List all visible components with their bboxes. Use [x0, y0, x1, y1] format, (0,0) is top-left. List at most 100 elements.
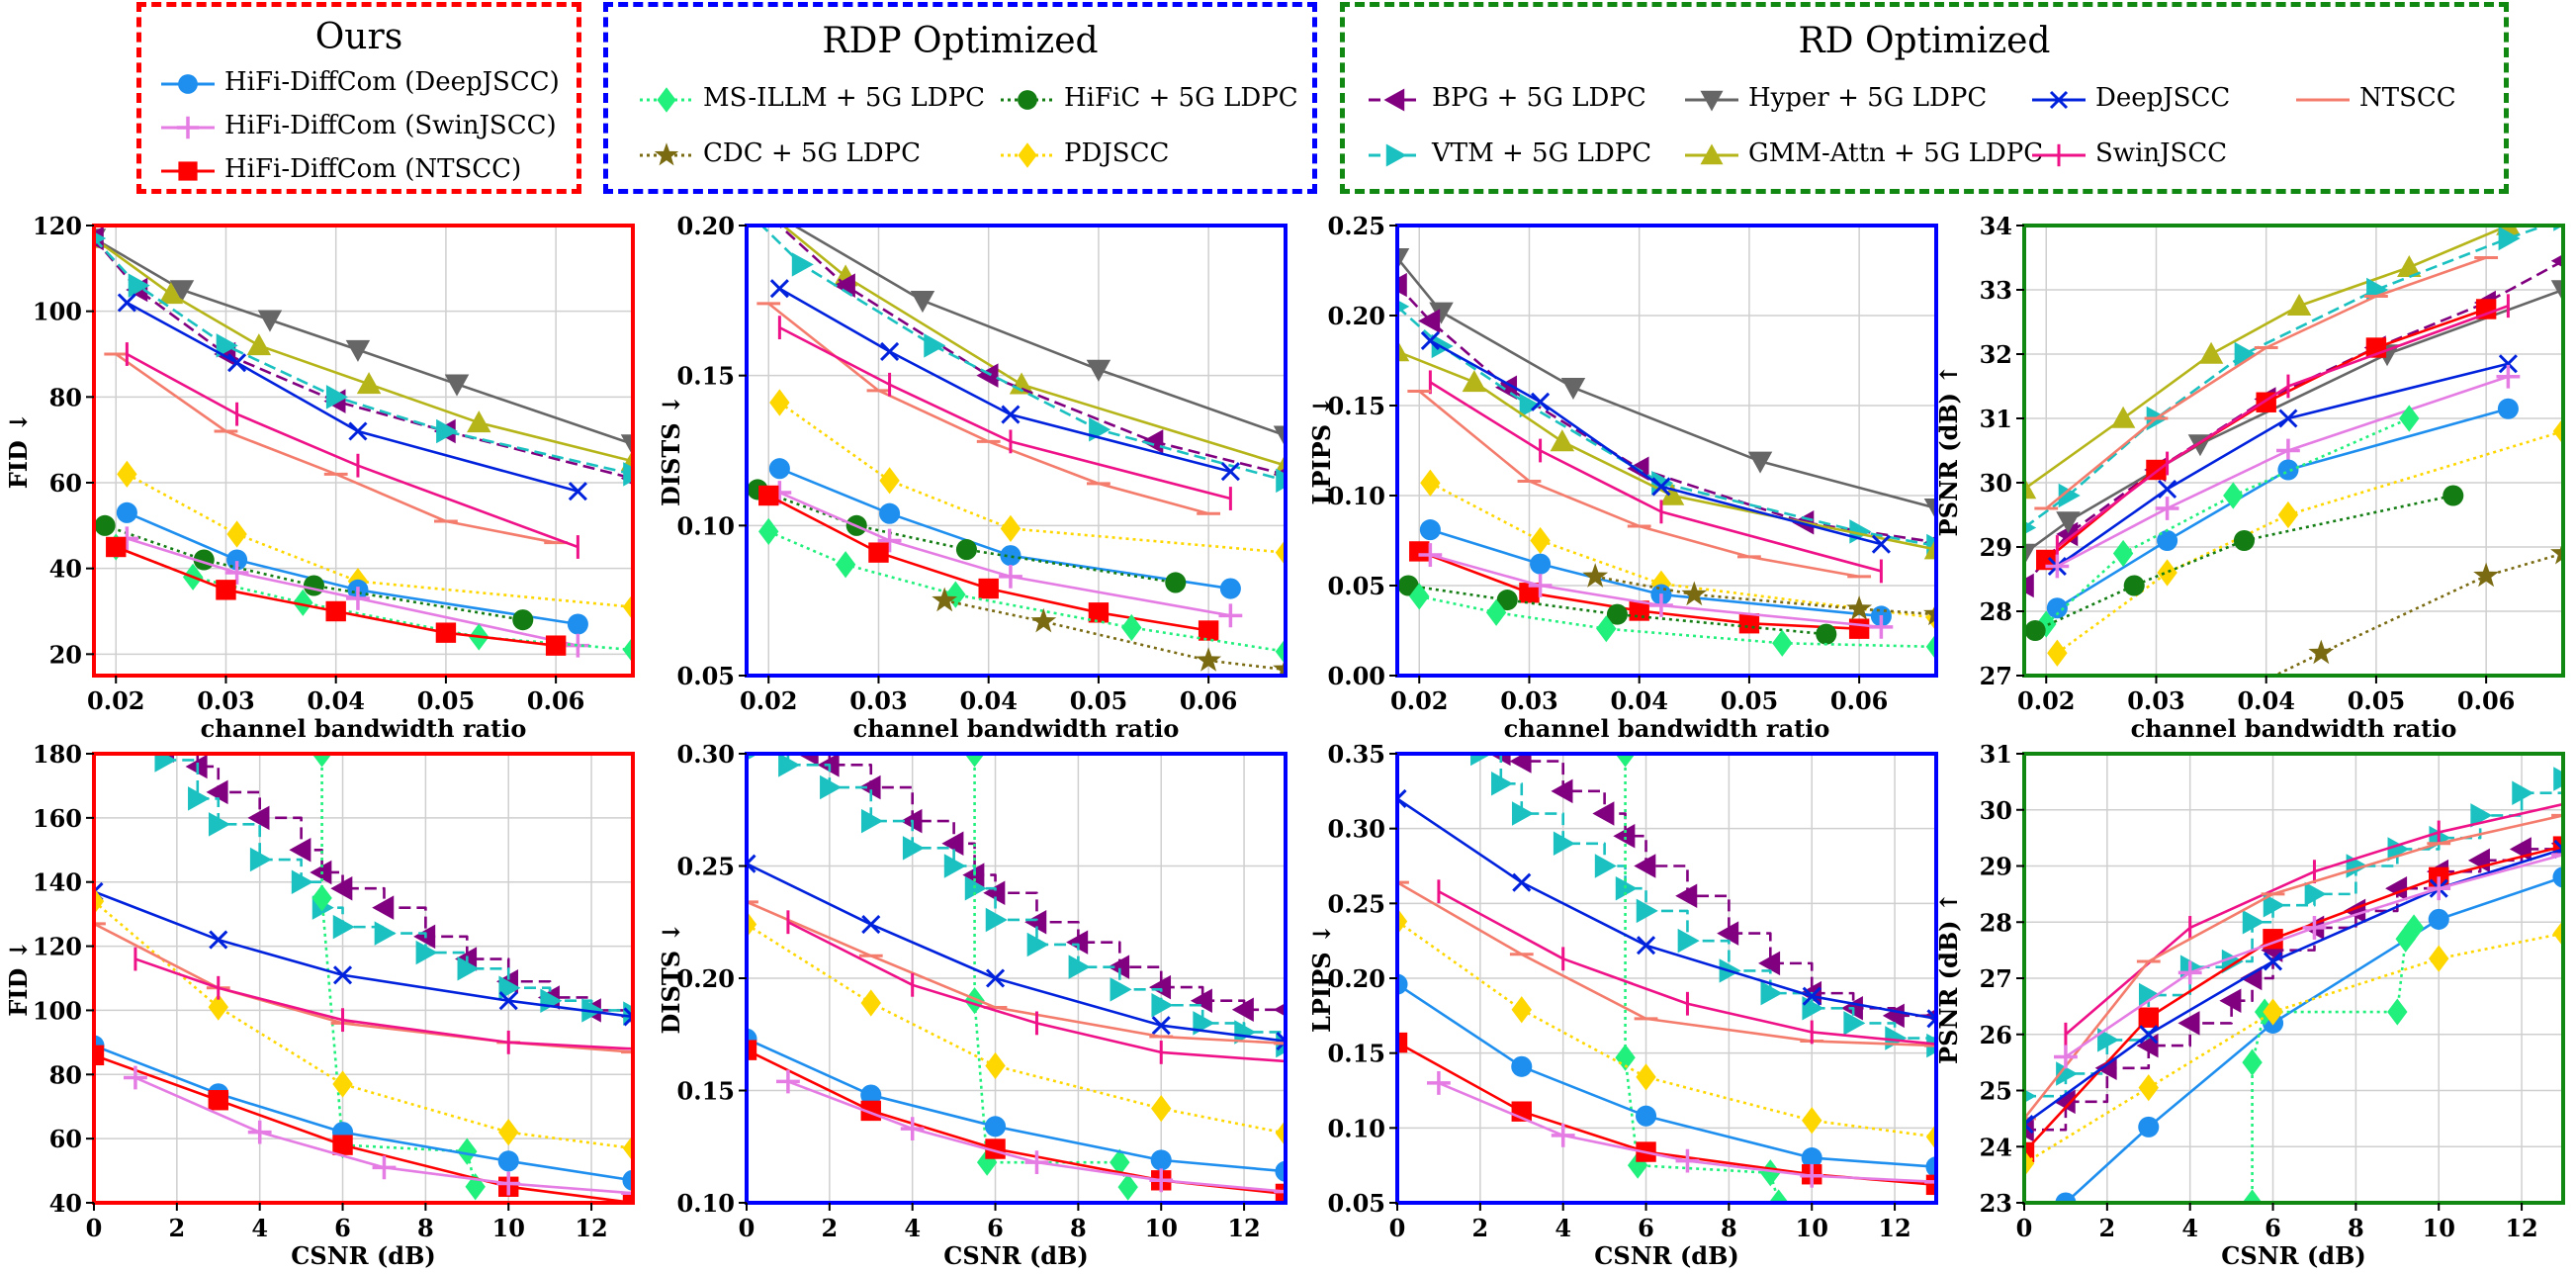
data-point-hifi-diffcom-deepjscc	[497, 1150, 519, 1172]
data-point-cdc-5g-ldpc	[1923, 600, 1936, 626]
legend-swatch	[640, 87, 693, 113]
data-point-hifi-diffcom-ntscc	[1738, 613, 1760, 634]
y-tick-label: 28	[1980, 908, 2012, 937]
legend-swatch	[2296, 98, 2350, 102]
data-point-bpg-5g-ldpc	[796, 754, 819, 767]
y-tick-label: 29	[1980, 533, 2012, 562]
data-point-hifi-diffcom-ntscc	[978, 578, 999, 599]
data-point-bpg-5g-ldpc	[1418, 309, 1441, 333]
data-point-bpg-5g-ldpc	[206, 779, 228, 805]
plot-frame	[92, 224, 635, 678]
x-tick-label: 0.06	[1180, 686, 1237, 715]
y-tick-label: 27	[1980, 964, 2012, 993]
x-tick-label: 8	[1721, 1214, 1737, 1242]
data-point-hifi-diffcom-deepjscc	[2428, 908, 2449, 930]
data-point-hifi-diffcom-ntscc	[622, 1192, 633, 1203]
x-axis-label: channel bandwidth ratio	[853, 714, 1180, 743]
data-point-deepjscc	[2139, 1025, 2159, 1045]
x-tick-label: 0.03	[849, 686, 907, 715]
data-point-vtm-5g-ldpc	[332, 914, 355, 940]
series-group	[747, 754, 1286, 1203]
data-point-pdjscc	[747, 910, 757, 939]
data-point-cdc-5g-ldpc	[1582, 563, 1609, 588]
data-point-hifi-diffcom-ntscc	[1848, 618, 1870, 639]
y-axis-label: FID ↓	[4, 940, 33, 1017]
data-point-vtm-5g-ldpc	[2058, 483, 2081, 508]
x-tick-label: 4	[2181, 1214, 2198, 1242]
data-point-ms-illm-5g-ldpc	[2242, 1048, 2263, 1076]
data-point-pdjscc	[1275, 539, 1286, 567]
data-point-hifi-diffcom-deepjscc	[2497, 398, 2519, 419]
data-point-vtm-5g-ldpc	[1843, 1011, 1866, 1036]
data-point-ms-illm-5g-ldpc	[293, 589, 313, 616]
data-point-pdjscc	[1151, 1095, 1172, 1123]
data-point-pdjscc	[1802, 1107, 1822, 1135]
y-tick-label: 0.05	[677, 662, 735, 690]
legend-marker	[1383, 88, 1405, 112]
series-line-hific-5g-ldpc	[756, 488, 1176, 585]
data-point-vtm-5g-ldpc	[415, 940, 438, 965]
y-tick-label: 0.30	[1328, 815, 1385, 844]
data-point-pdjscc	[1925, 1123, 1936, 1151]
data-point-ms-illm-5g-ldpc	[758, 517, 779, 545]
legend-swatch	[1369, 88, 1422, 112]
data-point-vtm-5g-ldpc	[737, 199, 758, 223]
data-point-ms-illm-5g-ldpc	[2399, 405, 2420, 432]
data-point-vtm-5g-ldpc	[860, 808, 884, 834]
data-point-deepjscc	[2498, 354, 2518, 374]
data-point-vtm-5g-ldpc	[2138, 982, 2162, 1008]
data-point-gmm-attn-5g-ldpc	[246, 333, 272, 356]
series-line-deepjscc	[778, 287, 1231, 473]
y-axis-label: DISTS ↓	[657, 922, 685, 1034]
y-axis-label: DISTS ↓	[657, 395, 685, 506]
y-tick-label: 0.00	[1328, 662, 1385, 690]
y-tick-label: 0.20	[677, 964, 735, 993]
y-axis-label: FID ↓	[4, 412, 33, 490]
x-axis-label: CSNR (dB)	[2221, 1241, 2365, 1270]
data-point-deepjscc	[1926, 1009, 1936, 1029]
data-point-hifi-diffcom-swinjscc	[1274, 1179, 1286, 1203]
data-point-pdjscc	[769, 389, 790, 416]
x-tick-label: 4	[251, 1214, 268, 1242]
data-point-hifi-diffcom-ntscc	[868, 542, 889, 563]
data-point-pdjscc	[2263, 998, 2283, 1026]
data-point-ms-illm-5g-ldpc	[1627, 1151, 1648, 1179]
series-line-gmm-attn-5g-ldpc	[781, 226, 1286, 467]
data-point-deepjscc	[985, 968, 1006, 988]
series-line-hifi-diffcom-deepjscc	[2056, 407, 2509, 609]
data-point-vtm-5g-ldpc	[623, 462, 633, 487]
data-point-bpg-5g-ldpc	[2056, 521, 2079, 547]
data-point-pdjscc	[208, 993, 228, 1021]
data-point-ms-illm-5g-ldpc	[1596, 615, 1617, 643]
series-line-ms-illm-5g-ldpc	[767, 530, 1286, 654]
data-point-cdc-5g-ldpc	[2308, 639, 2335, 665]
data-point-cdc-5g-ldpc	[932, 587, 958, 612]
x-tick-label: 0.06	[2457, 686, 2515, 715]
data-point-hifi-diffcom-deepjscc	[2552, 866, 2563, 888]
data-point-bpg-5g-ldpc	[2053, 1089, 2076, 1115]
data-point-hifi-diffcom-deepjscc	[567, 613, 588, 635]
data-point-vtm-5g-ldpc	[325, 385, 348, 410]
series-line-hifi-diffcom-swinjscc	[2056, 375, 2509, 568]
y-tick-label: 60	[49, 469, 82, 498]
data-point-ms-illm-5g-ldpc	[1117, 1173, 1138, 1201]
data-point-hifi-diffcom-swinjscc	[2155, 497, 2179, 520]
series-line-hifi-diffcom-deepjscc	[778, 467, 1231, 591]
data-point-hifi-diffcom-ntscc	[1925, 1174, 1936, 1196]
x-tick-label: 0.05	[417, 686, 475, 715]
series-line-vtm-5g-ldpc	[2024, 778, 2563, 1098]
data-point-hifi-diffcom-swinjscc	[1924, 1169, 1936, 1194]
data-point-pdjscc	[332, 1070, 353, 1098]
x-tick-label: 0.02	[1390, 686, 1448, 715]
y-tick-label: 30	[1980, 796, 2012, 825]
data-point-vtm-5g-ldpc	[924, 333, 946, 358]
x-axis-label: channel bandwidth ratio	[201, 714, 527, 743]
data-point-hifi-diffcom-swinjscc	[1869, 614, 1894, 639]
series-line-hifi-diffcom-deepjscc	[747, 1038, 1286, 1173]
data-point-vtm-5g-ldpc	[1760, 980, 1783, 1006]
data-point-hifi-diffcom-deepjscc	[860, 1084, 882, 1106]
series-line-bpg-5g-ldpc	[777, 226, 1286, 477]
x-tick-label: 0	[2016, 1214, 2033, 1242]
series-line-ms-illm-5g-ldpc	[2045, 416, 2410, 625]
